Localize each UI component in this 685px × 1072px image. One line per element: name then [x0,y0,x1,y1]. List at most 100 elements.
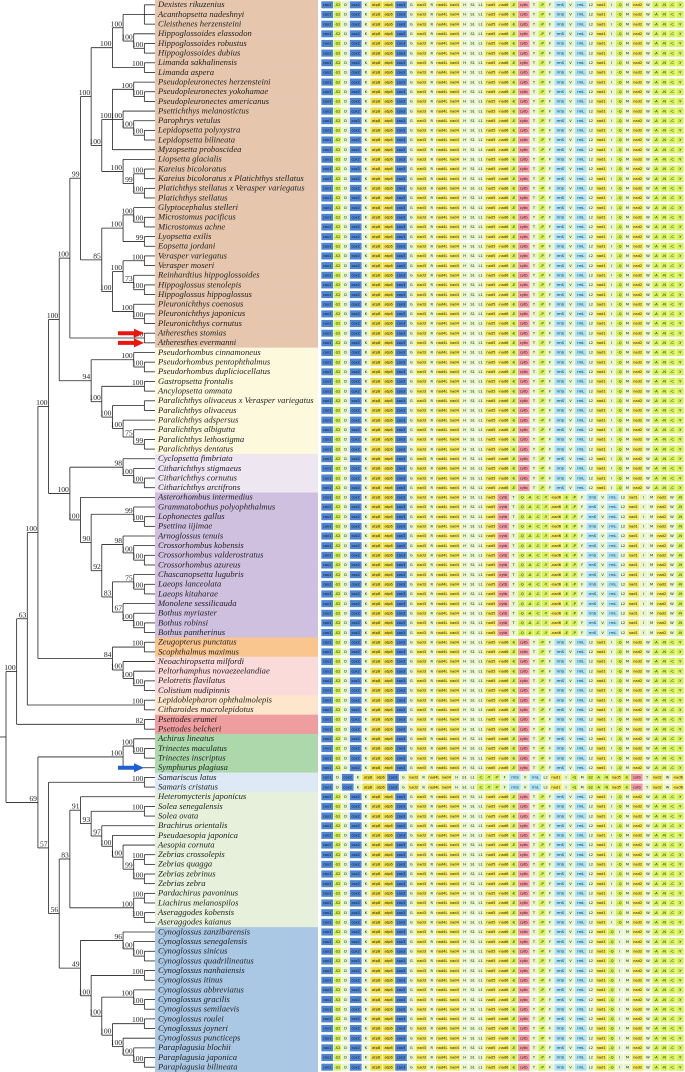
gene-label: nad1 [597,302,606,306]
gene-label: cox1 [323,100,331,104]
gene-label: nad3 [417,351,426,355]
gene-label: atp8 [372,447,381,451]
gene-label: -nad6 [498,312,509,316]
gene-label: nad2 [633,293,642,297]
gene-label: W [670,573,674,577]
gene-label: atp6 [384,13,393,17]
gene-label: cox2 [351,418,359,422]
clade-row-background [155,241,318,252]
gene-label: atp6 [384,215,393,219]
gene-label: -C [536,505,540,509]
gene-cell [370,20,383,28]
gene-label: F [549,235,551,239]
gene-label: -A [528,573,532,577]
gene-label: nad2 [633,476,642,480]
gene-label: rrnS [557,322,565,326]
gene-label: I [611,302,612,306]
gene-label: nad2 [657,515,666,519]
gene-label: cox2 [351,109,359,113]
gene-label: cox2 [351,447,359,451]
gene-label: W [670,534,674,538]
gene-label: -N [662,148,666,152]
gene-label: atp8 [372,90,381,94]
gene-label: atp8 [372,158,381,162]
gene-label: L1 [478,109,482,113]
gene-label: cox2 [351,158,359,162]
gene-cell [415,1,428,9]
gene-label: nad1 [629,554,638,558]
gene-label: nad4 [450,264,460,268]
gene-label: -C [670,80,674,84]
gene-label: L1 [478,225,482,229]
gene-label: L1 [478,187,482,191]
gene-label: nad5 [486,51,495,55]
gene-cell [595,1,608,9]
gene-label: cytb [520,3,529,7]
gene-label: cox2 [351,71,359,75]
gene-label: F [549,138,551,142]
gene-label: atp6 [384,264,393,268]
gene-label: atp6 [384,467,393,471]
support-value: 100 [132,890,144,899]
gene-label: F [549,13,551,17]
gene-label: -Q [617,254,621,258]
gene-label: cytb [499,525,508,529]
support-value: 100 [132,639,144,648]
gene-label: -Q [617,322,621,326]
gene-label: V [569,3,572,7]
gene-label: -S2 [335,380,341,384]
gene-label: D [344,544,347,548]
gene-label: D [344,582,347,586]
gene-label: nad2 [633,80,642,84]
gene-label: H [463,129,466,133]
gene-label: I [643,554,644,558]
gene-label: nad2 [633,148,642,152]
gene-cell [382,1,395,9]
gene-label: cox3 [397,360,405,364]
gene-label: nad3 [417,380,426,384]
gene-label: nad4 [450,389,460,393]
gene-label: nad2 [633,22,642,26]
gene-label: cox3 [397,544,405,548]
gene-label: L2 [589,418,593,422]
gene-label: L2 [589,341,593,345]
gene-label: -N [662,235,666,239]
gene-cell [448,1,461,9]
clade-row-background [155,956,318,967]
gene-label: F [549,119,551,123]
gene-label: nad1 [597,293,606,297]
gene-label: rrnS [557,196,565,200]
gene-label: L2 [589,293,593,297]
gene-label: S1 [470,22,475,26]
gene-label: G [410,525,413,529]
gene-label: cytb [499,554,508,558]
gene-label: L1 [478,71,482,75]
gene-label: -C [670,244,674,248]
gene-label: -nad6 [498,293,509,297]
gene-label: nad2 [633,215,642,219]
gene-label: cox2 [351,90,359,94]
gene-label: -Q [617,100,621,104]
gene-label: atp6 [384,187,393,191]
gene-label: L2 [589,206,593,210]
support-value: 100 [121,303,133,312]
gene-label: nad5 [486,61,495,65]
gene-label: nad1 [597,235,606,239]
gene-label: nad5 [486,438,495,442]
gene-label: atp8 [372,196,381,200]
gene-label: cox1 [323,360,331,364]
gene-label: cox3 [397,244,405,248]
gene-label: nad2 [633,322,642,326]
gene-label: cox2 [351,177,359,181]
gene-label: atp8 [372,148,381,152]
gene-label: rrnS [557,61,565,65]
gene-label: nad1 [597,215,606,219]
gene-label: S1 [470,148,475,152]
gene-label: -S2 [335,51,341,55]
gene-label: -N [678,554,682,558]
gene-label: cox2 [351,80,359,84]
gene-label: cytb [520,418,529,422]
gene-label: L2 [589,273,593,277]
gene-label: nad5 [486,3,495,7]
gene-label: I [611,476,612,480]
